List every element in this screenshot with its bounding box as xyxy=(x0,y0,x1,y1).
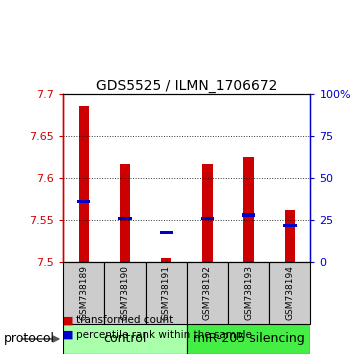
Bar xyxy=(285,210,295,262)
Bar xyxy=(160,231,173,234)
Bar xyxy=(269,262,310,324)
Bar xyxy=(202,164,213,262)
Text: GSM738189: GSM738189 xyxy=(79,266,88,320)
Bar xyxy=(63,324,187,354)
Text: GSM738194: GSM738194 xyxy=(285,266,294,320)
Bar xyxy=(201,217,214,220)
Bar xyxy=(283,224,296,228)
Bar xyxy=(228,262,269,324)
Bar xyxy=(104,262,145,324)
Bar xyxy=(118,217,132,220)
Text: GSM738192: GSM738192 xyxy=(203,266,212,320)
Bar xyxy=(243,157,254,262)
Bar xyxy=(242,213,255,217)
Text: protocol: protocol xyxy=(4,332,55,346)
Text: miR-205 silencing: miR-205 silencing xyxy=(193,332,305,346)
Bar xyxy=(187,262,228,324)
Bar xyxy=(79,107,89,262)
Bar xyxy=(187,324,310,354)
Title: GDS5525 / ILMN_1706672: GDS5525 / ILMN_1706672 xyxy=(96,79,278,93)
Text: GSM738193: GSM738193 xyxy=(244,266,253,320)
Bar xyxy=(145,262,187,324)
Text: transformed count: transformed count xyxy=(76,315,173,325)
Text: ■: ■ xyxy=(63,330,74,339)
Bar xyxy=(63,262,104,324)
Text: percentile rank within the sample: percentile rank within the sample xyxy=(76,330,252,339)
Text: control: control xyxy=(103,332,147,346)
Text: ■: ■ xyxy=(63,315,74,325)
Bar xyxy=(120,164,130,262)
Bar xyxy=(161,258,171,262)
Bar xyxy=(77,200,91,203)
Text: GSM738190: GSM738190 xyxy=(121,266,130,320)
Text: GSM738191: GSM738191 xyxy=(162,266,171,320)
